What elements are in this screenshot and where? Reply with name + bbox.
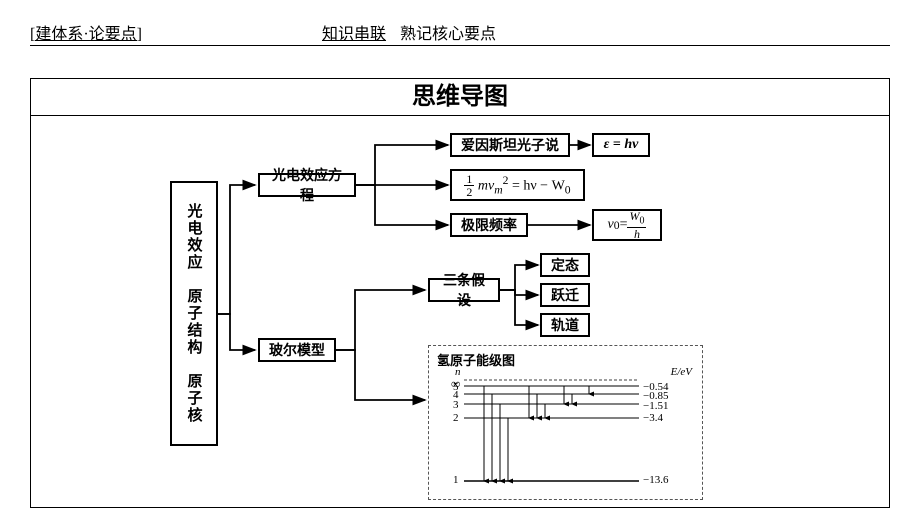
nu0-formula-node: ν0 = W0h bbox=[592, 209, 662, 241]
ehv-formula-node: ε = hν bbox=[592, 133, 650, 157]
kin-eq: = hν − W bbox=[508, 178, 564, 193]
n1: 1 bbox=[453, 474, 459, 486]
root-node: 光电效应 原子结构 原子核 bbox=[170, 181, 218, 446]
n2: 2 bbox=[453, 412, 459, 424]
kin-half-num: 1 bbox=[464, 173, 474, 186]
orbit-node: 轨道 bbox=[540, 313, 590, 337]
nu0-eq: = bbox=[620, 217, 628, 233]
three-assumptions-node: 三条假设 bbox=[428, 278, 500, 302]
hydrogen-energy-box: 氢原子能级图 n ∞ E/eV 5 4 3 2 1 −0.54 bbox=[428, 345, 703, 500]
threshold-node: 极限频率 bbox=[450, 213, 528, 237]
header-mid1: 知识串联 bbox=[322, 20, 386, 44]
photo-equation-node: 光电效应方程 bbox=[258, 173, 356, 197]
kin-mv: mv bbox=[478, 178, 494, 193]
header-bar: [建体系·论要点] 知识串联 熟记核心要点 bbox=[30, 18, 890, 46]
E3: −1.51 bbox=[643, 400, 668, 412]
kin-wsub: 0 bbox=[565, 183, 571, 196]
n3: 3 bbox=[453, 399, 459, 411]
kin-half-den: 2 bbox=[464, 186, 474, 198]
transition-node: 跃迁 bbox=[540, 283, 590, 307]
header-mid2: 熟记核心要点 bbox=[400, 20, 496, 44]
E2: −3.4 bbox=[643, 412, 663, 424]
E1: −13.6 bbox=[643, 474, 668, 486]
bohr-model-node: 玻尔模型 bbox=[258, 338, 336, 362]
einstein-node: 爱因斯坦光子说 bbox=[450, 133, 570, 157]
title-bar: 思维导图 bbox=[30, 78, 890, 116]
steady-node: 定态 bbox=[540, 253, 590, 277]
header-left: [建体系·论要点] bbox=[30, 20, 142, 44]
kin-sub: m bbox=[494, 183, 502, 196]
kinetic-formula-node: 12 mvm2 = hν − W0 bbox=[450, 169, 585, 201]
